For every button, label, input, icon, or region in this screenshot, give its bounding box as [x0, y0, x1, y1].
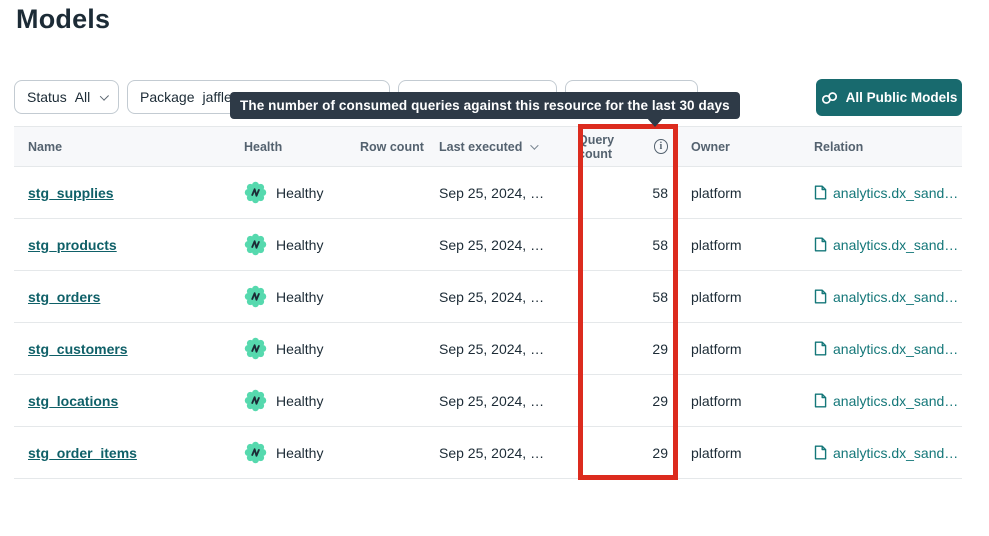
query-count-cell: 29 [652, 340, 668, 357]
healthy-badge-icon [244, 181, 267, 204]
owner-cell: platform [691, 444, 742, 461]
last-executed-cell: Sep 25, 2024, … [439, 236, 545, 253]
query-count-cell: 29 [652, 444, 668, 461]
relation-link[interactable]: analytics.dx_sand… [814, 237, 958, 253]
last-executed-cell: Sep 25, 2024, … [439, 288, 545, 305]
table-header-row: Name Health Row count Last executed Quer… [14, 126, 962, 167]
last-executed-cell: Sep 25, 2024, … [439, 392, 545, 409]
status-filter-value: All [74, 89, 91, 105]
owner-cell: platform [691, 236, 742, 253]
query-count-cell: 58 [652, 288, 668, 305]
query-count-cell: 58 [652, 184, 668, 201]
health-status: Healthy [244, 337, 323, 360]
table-body: stg_supplies Healthy [14, 167, 962, 479]
healthy-badge-icon [244, 233, 267, 256]
link-icon [821, 91, 838, 105]
all-public-models-button[interactable]: All Public Models [816, 79, 962, 116]
all-public-models-label: All Public Models [845, 90, 958, 105]
column-header-health: Health [244, 139, 283, 154]
relation-text: analytics.dx_sand… [833, 184, 959, 201]
document-icon [814, 393, 827, 408]
table-row: stg_customers Healthy [14, 323, 962, 375]
status-filter-dropdown[interactable]: Status All [14, 80, 119, 114]
models-table: Name Health Row count Last executed Quer… [14, 126, 962, 479]
relation-link[interactable]: analytics.dx_sand… [814, 185, 958, 201]
relation-link[interactable]: analytics.dx_sand… [814, 341, 958, 357]
health-status: Healthy [244, 285, 323, 308]
relation-text: analytics.dx_sand… [833, 288, 959, 305]
healthy-badge-icon [244, 441, 267, 464]
health-label: Healthy [276, 444, 324, 461]
healthy-badge-icon [244, 389, 267, 412]
table-row: stg_supplies Healthy [14, 167, 962, 219]
owner-cell: platform [691, 340, 742, 357]
last-executed-cell: Sep 25, 2024, … [439, 184, 545, 201]
column-header-row-count: Row count [360, 139, 424, 154]
tooltip-arrow [646, 117, 664, 127]
document-icon [814, 237, 827, 252]
column-header-owner: Owner [691, 139, 730, 154]
column-header-relation: Relation [814, 139, 864, 154]
health-label: Healthy [276, 184, 324, 201]
health-status: Healthy [244, 181, 323, 204]
relation-link[interactable]: analytics.dx_sand… [814, 289, 958, 305]
model-name-link[interactable]: stg_customers [28, 340, 128, 357]
document-icon [814, 341, 827, 356]
relation-text: analytics.dx_sand… [833, 444, 959, 461]
health-label: Healthy [276, 392, 324, 409]
relation-text: analytics.dx_sand… [833, 340, 959, 357]
table-row: stg_locations Healthy [14, 375, 962, 427]
package-filter-label: Package [140, 89, 195, 105]
health-label: Healthy [276, 340, 324, 357]
health-status: Healthy [244, 389, 323, 412]
model-name-link[interactable]: stg_orders [28, 288, 101, 305]
model-name-link[interactable]: stg_locations [28, 392, 119, 409]
sort-chevron-icon [530, 140, 540, 150]
last-executed-cell: Sep 25, 2024, … [439, 444, 545, 461]
owner-cell: platform [691, 184, 742, 201]
page-title: Models [16, 4, 111, 34]
relation-link[interactable]: analytics.dx_sand… [814, 393, 958, 409]
health-label: Healthy [276, 288, 324, 305]
table-row: stg_orders Healthy [14, 271, 962, 323]
relation-text: analytics.dx_sand… [833, 236, 959, 253]
healthy-badge-icon [244, 337, 267, 360]
health-status: Healthy [244, 233, 323, 256]
health-label: Healthy [276, 236, 324, 253]
relation-text: analytics.dx_sand… [833, 392, 959, 409]
health-status: Healthy [244, 441, 323, 464]
query-count-tooltip: The number of consumed queries against t… [230, 92, 740, 119]
model-name-link[interactable]: stg_order_items [28, 444, 137, 461]
owner-cell: platform [691, 288, 742, 305]
query-count-cell: 58 [652, 236, 668, 253]
table-row: stg_products Healthy [14, 219, 962, 271]
status-filter-label: Status [27, 89, 67, 105]
document-icon [814, 445, 827, 460]
model-name-link[interactable]: stg_supplies [28, 184, 114, 201]
last-executed-cell: Sep 25, 2024, … [439, 340, 545, 357]
document-icon [814, 289, 827, 304]
query-count-cell: 29 [652, 392, 668, 409]
owner-cell: platform [691, 392, 742, 409]
document-icon [814, 185, 827, 200]
healthy-badge-icon [244, 285, 267, 308]
column-header-last-executed[interactable]: Last executed [425, 140, 578, 154]
chevron-down-icon [100, 91, 110, 101]
table-row: stg_order_items Healthy [14, 427, 962, 479]
info-icon[interactable]: i [653, 139, 668, 154]
column-header-name: Name [28, 139, 63, 154]
column-header-query-count: Query count i [578, 133, 677, 161]
model-name-link[interactable]: stg_products [28, 236, 117, 253]
relation-link[interactable]: analytics.dx_sand… [814, 445, 958, 461]
